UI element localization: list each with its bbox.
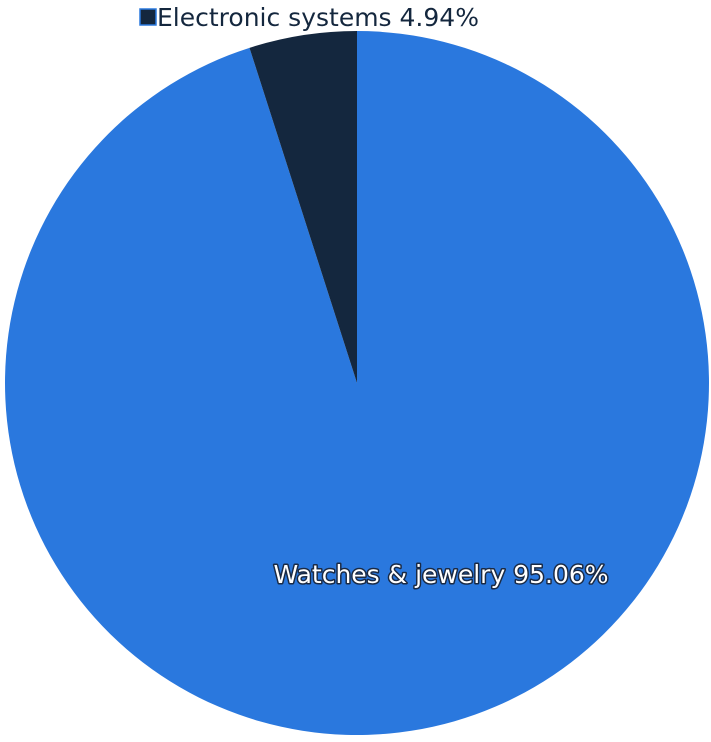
slice-label-group: Electronic systems 4.94%	[139, 2, 480, 34]
pie-slices	[4, 31, 710, 735]
slice-label: Watches & jewelry 95.06%	[273, 560, 608, 589]
slice-label: Electronic systems 4.94%	[157, 3, 479, 32]
slice-label-group: Watches & jewelry 95.06%	[272, 559, 610, 591]
pie-labels: Watches & jewelry 95.06% Electronic syste…	[139, 2, 610, 591]
slice-color-marker	[139, 8, 157, 26]
pie-slice-electronic-systems	[249, 31, 357, 383]
